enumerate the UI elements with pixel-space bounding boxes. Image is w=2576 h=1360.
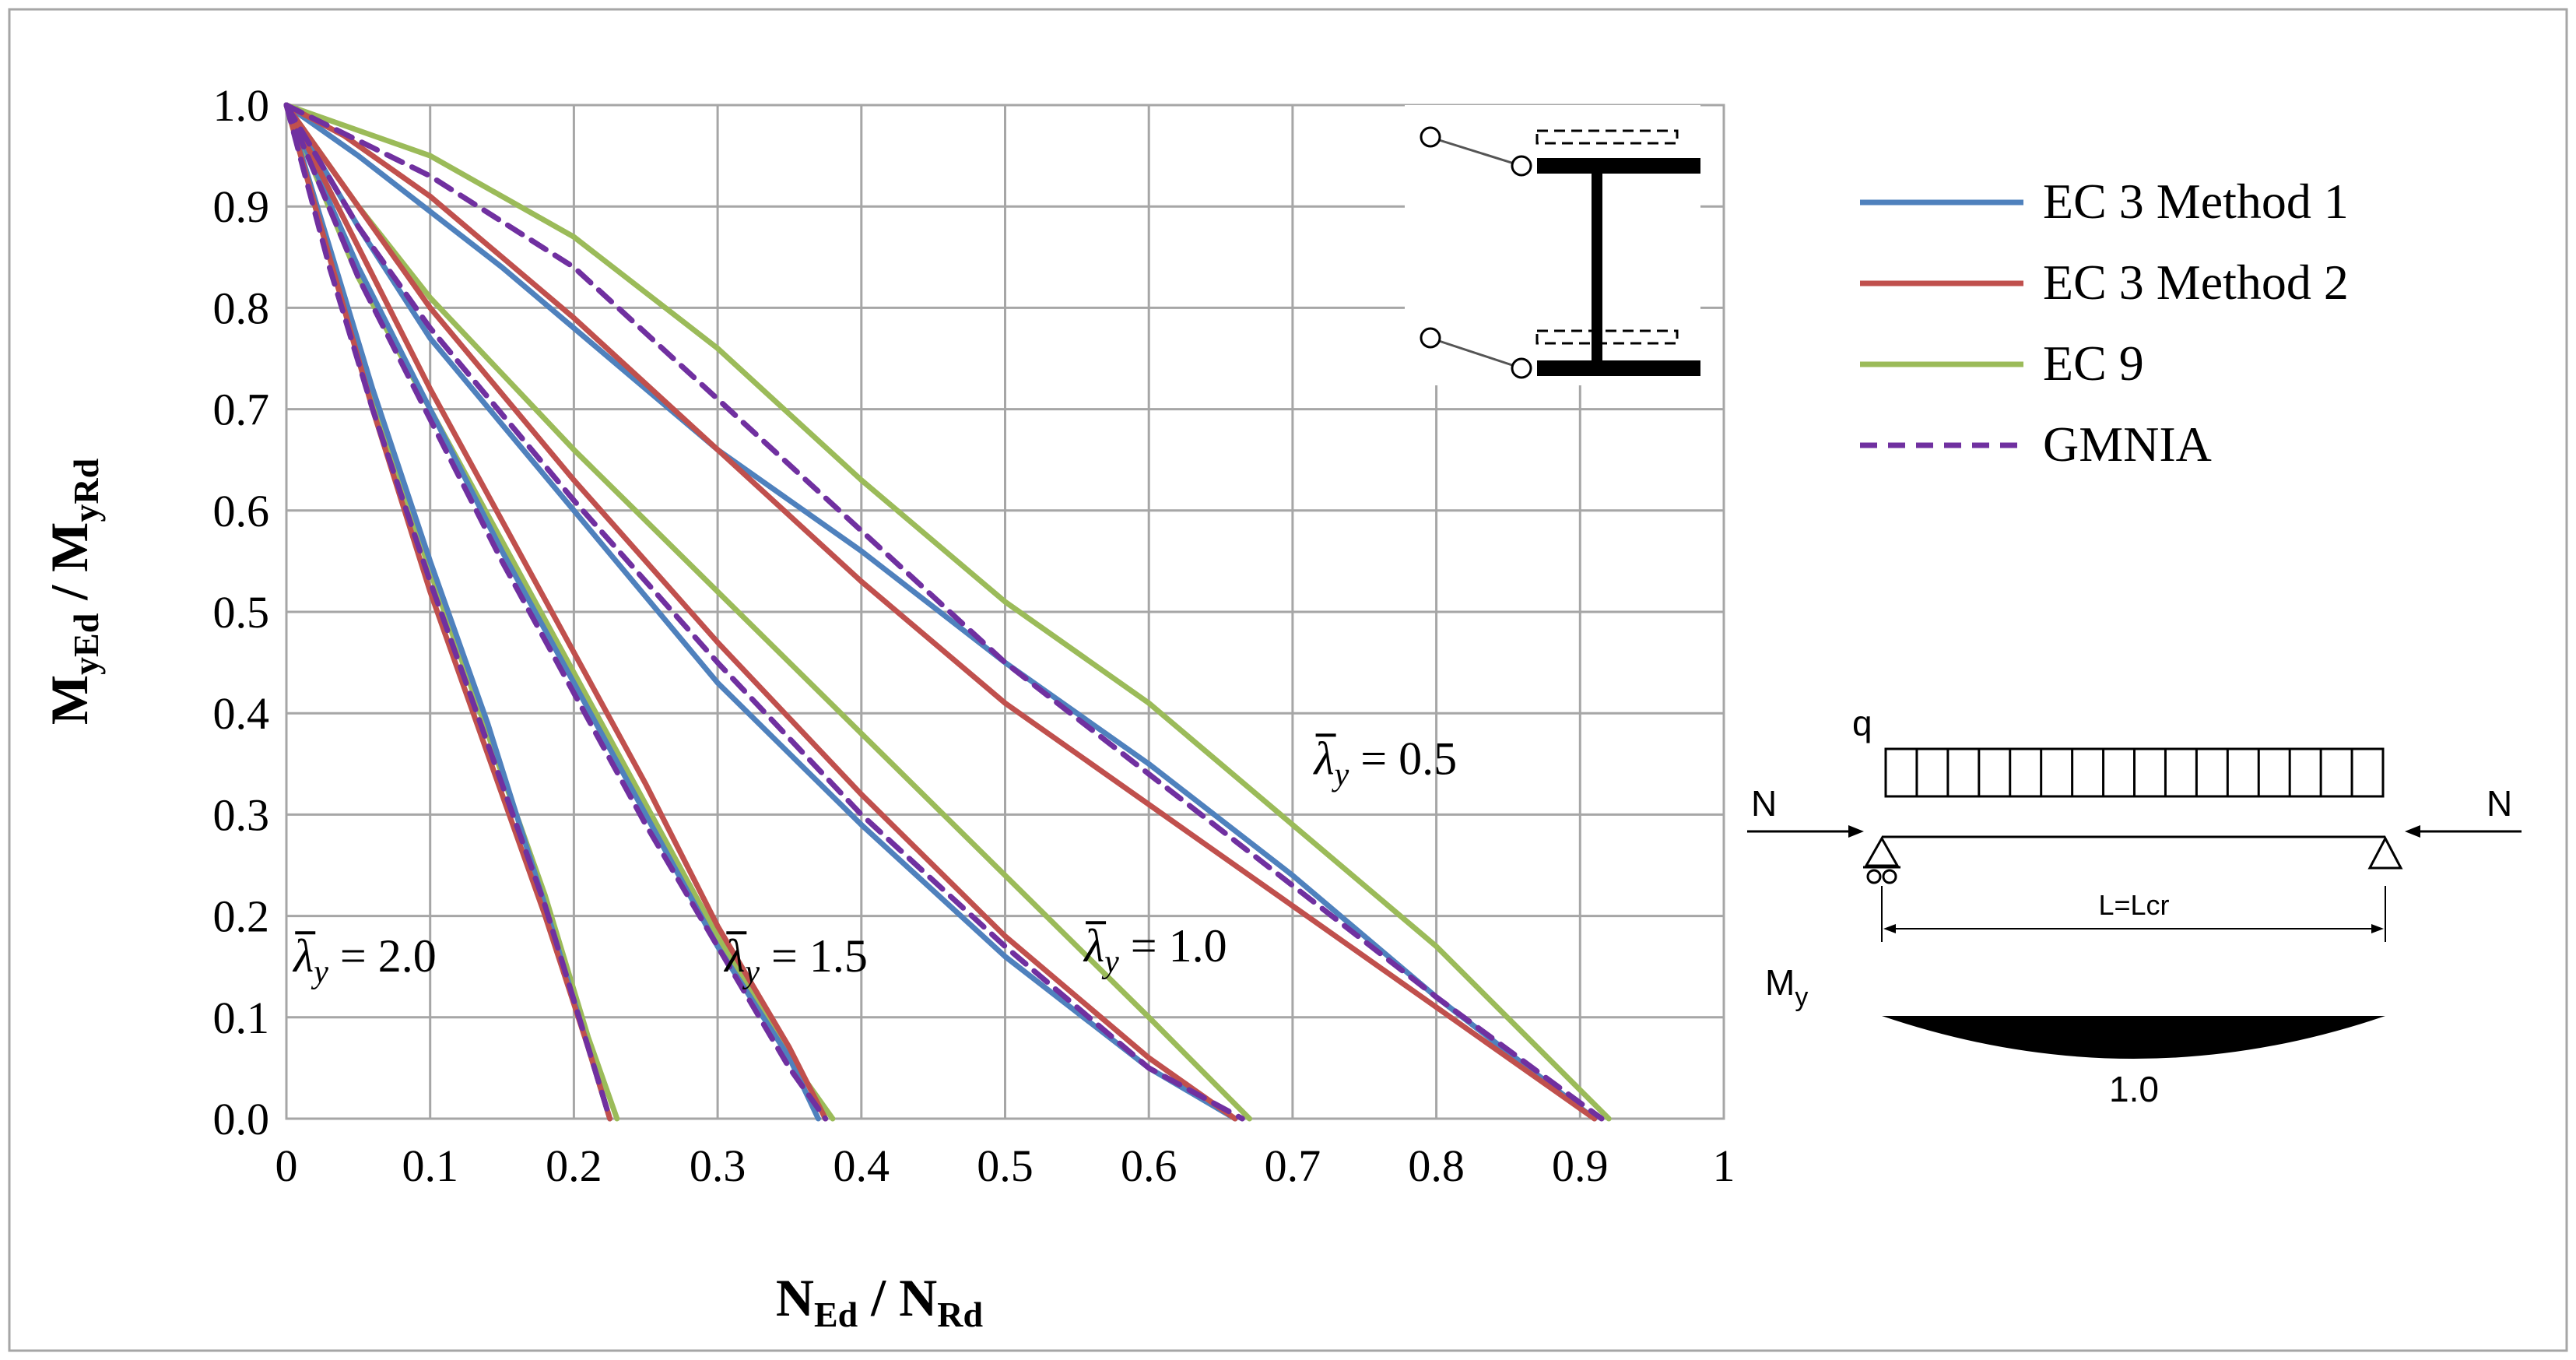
slenderness-annotation: λy = 2.0 [292,930,437,990]
arrow-left-icon [2405,825,2522,838]
beam-diagram: q N N L=Lcr My [1747,703,2522,1109]
series-line [283,102,821,1122]
legend: EC 3 Method 1 EC 3 Method 2 EC 9 GMNIA [1860,174,2349,472]
series-line [283,102,1598,1122]
x-tick-label: 0.6 [1121,1140,1177,1191]
span-dimension-icon [1881,886,2386,942]
x-tick-label: 0 [275,1140,298,1191]
series-line [283,102,1605,1122]
annotations: λy = 0.5 λy = 1.0 λy = 1.5 λy = 2.0 [292,733,1457,990]
distributed-load-icon [1884,747,2385,798]
series-line [283,102,1238,1122]
series-line [283,102,829,1122]
x-tick-label: 0.4 [834,1140,890,1191]
lateral-support-icon [1420,126,1532,379]
y-tick-label: 1.0 [213,80,270,131]
cross-section-inset [1405,105,1700,385]
slenderness-annotation: λy = 0.5 [1313,733,1458,792]
legend-label: EC 3 Method 2 [2043,255,2349,310]
moment-value: 1.0 [2109,1069,2159,1109]
x-axis-label: NEd / NRd [776,1268,984,1334]
load-label: q [1852,703,1872,743]
series-line [283,102,1245,1122]
moment-diagram-icon [1882,1016,2385,1059]
y-tick-label: 0.7 [213,385,270,435]
pin-support-icon [2367,835,2403,870]
x-tick-label: 0.8 [1408,1140,1465,1191]
axial-force-right-label: N [2487,783,2512,824]
y-tick-label: 0.6 [213,486,270,536]
y-tick-label: 0.8 [213,283,270,333]
x-tick-label: 0.9 [1552,1140,1609,1191]
y-tick-label: 0.1 [213,993,270,1043]
x-tick-labels: 0 0.1 0.2 0.3 0.4 0.5 0.6 0.7 0.8 0.9 1 [275,1140,1735,1191]
x-tick-label: 1 [1713,1140,1735,1191]
series-group [283,102,1612,1122]
series-line [283,102,613,1122]
legend-label: EC 3 Method 1 [2043,174,2349,229]
inset-background [1405,105,1700,385]
y-tick-label: 0.2 [213,891,270,942]
y-tick-label: 0.4 [213,688,270,739]
x-tick-label: 0.2 [546,1140,602,1191]
series-line [283,102,1598,1122]
legend-label: EC 9 [2043,336,2144,391]
axial-force-left-label: N [1751,783,1777,824]
span-label: L=Lcr [2098,889,2169,921]
slenderness-annotation: λy = 1.5 [723,930,867,990]
y-tick-label: 0.3 [213,789,270,840]
x-tick-label: 0.7 [1265,1140,1321,1191]
slenderness-annotation: λy = 1.0 [1083,920,1227,980]
y-tick-label: 0.0 [213,1094,270,1144]
pin-roller-support-icon [1863,835,1900,884]
arrow-right-icon [1747,825,1864,838]
i-beam-icon [1535,129,1700,376]
y-tick-label: 0.9 [213,181,270,232]
chart-frame [8,8,2568,1352]
y-tick-label: 0.5 [213,587,270,638]
y-tick-labels: 0.0 0.1 0.2 0.3 0.4 0.5 0.6 0.7 0.8 0.9 1.0 [213,80,270,1144]
y-axis-label: MyEd / MyRd [40,458,106,725]
legend-label: GMNIA [2043,416,2212,472]
plot-area [285,104,1725,1120]
moment-label: My [1765,962,1808,1012]
x-tick-label: 0.1 [402,1140,458,1191]
series-line [283,102,829,1122]
series-line [283,102,1612,1122]
plot-border [285,104,1725,1120]
x-tick-label: 0.3 [690,1140,746,1191]
x-tick-label: 0.5 [977,1140,1034,1191]
